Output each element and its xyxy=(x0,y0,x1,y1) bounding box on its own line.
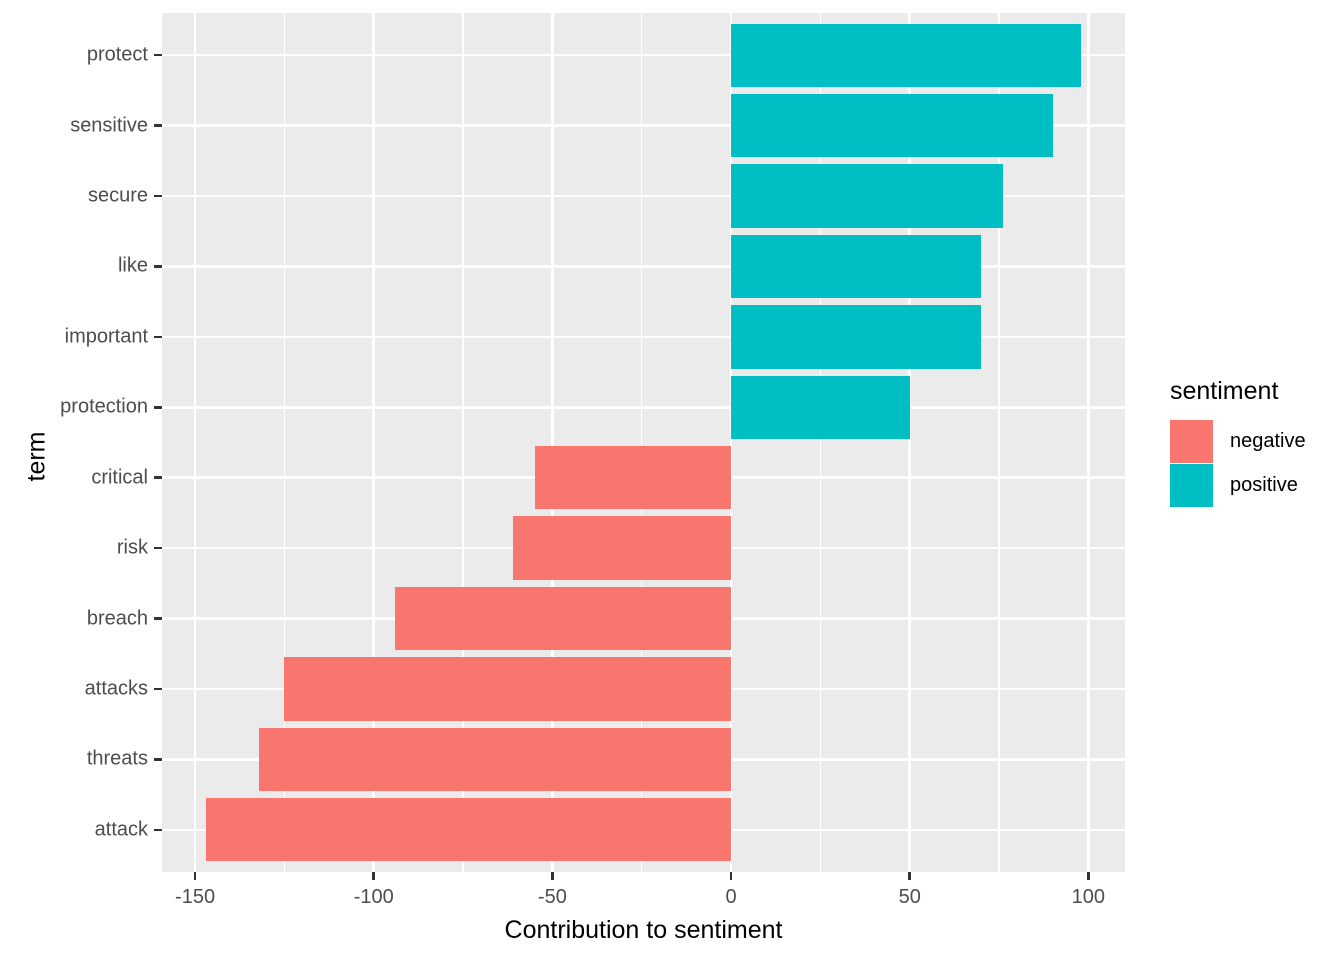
legend-swatch-negative xyxy=(1170,419,1213,463)
gridline-minor-x--25 xyxy=(641,13,643,872)
x-tick-mark-50 xyxy=(908,872,911,880)
gridline-minor-x-25 xyxy=(819,13,822,872)
bar-attack xyxy=(205,798,732,862)
y-tick-label-critical: critical xyxy=(91,466,148,489)
gridline-major-x-100 xyxy=(1087,13,1090,872)
x-tick-mark--50 xyxy=(551,872,554,880)
gridline-major-y-like xyxy=(162,265,1125,268)
legend-item-negative: negative xyxy=(1170,419,1306,463)
y-tick-mark-attacks xyxy=(154,687,162,691)
y-tick-label-like: like xyxy=(117,254,148,277)
bar-important xyxy=(731,305,982,369)
y-axis-title: term xyxy=(22,431,51,482)
y-tick-mark-important xyxy=(154,335,162,339)
legend-title: sentiment xyxy=(1170,377,1279,405)
bar-protect xyxy=(731,23,1082,87)
y-tick-label-protection: protection xyxy=(60,395,148,418)
legend-label-negative: negative xyxy=(1230,429,1306,452)
gridline-major-y-important xyxy=(162,335,1125,339)
x-tick-mark--150 xyxy=(193,872,197,880)
x-tick-label--150: -150 xyxy=(175,886,216,908)
legend-keys: negative positive xyxy=(1170,419,1306,507)
bar-sensitive xyxy=(731,93,1053,158)
y-tick-mark-critical xyxy=(154,476,162,479)
y-tick-label-protect: protect xyxy=(86,43,148,66)
legend: sentiment negative positive xyxy=(1170,377,1306,507)
gridline-major-x--50 xyxy=(551,13,554,872)
x-tick-mark-100 xyxy=(1087,872,1090,880)
x-tick-label-100: 100 xyxy=(1071,886,1106,908)
gridline-major-x-50 xyxy=(908,13,911,872)
y-tick-mark-attack xyxy=(154,828,162,831)
y-tick-label-important: important xyxy=(64,325,148,348)
y-tick-mark-threats xyxy=(154,758,162,761)
x-tick-mark--100 xyxy=(372,872,375,880)
y-tick-mark-risk xyxy=(154,546,162,550)
y-tick-label-breach: breach xyxy=(86,607,148,630)
gridline-major-y-protection xyxy=(162,406,1125,409)
x-tick-label-50: 50 xyxy=(898,886,921,908)
y-tick-label-threats: threats xyxy=(86,747,148,770)
bar-secure xyxy=(731,164,1003,228)
bar-like xyxy=(731,234,982,299)
gridline-major-y-protect xyxy=(162,53,1125,57)
bar-critical xyxy=(534,446,732,510)
x-tick-label-0: 0 xyxy=(725,886,737,908)
gridline-minor-x-75 xyxy=(998,13,1000,872)
y-tick-mark-sensitive xyxy=(154,124,162,127)
x-tick-mark-0 xyxy=(729,872,733,880)
y-tick-label-secure: secure xyxy=(87,184,148,207)
y-tick-label-attack: attack xyxy=(94,818,148,841)
bar-protection xyxy=(731,375,910,439)
gridline-major-y-sensitive xyxy=(162,124,1125,127)
x-axis-title: Contribution to sentiment xyxy=(504,916,783,944)
gridline-major-x--100 xyxy=(372,13,375,872)
gridline-major-y-secure xyxy=(162,194,1125,198)
legend-item-positive: positive xyxy=(1170,463,1306,507)
y-tick-label-attacks: attacks xyxy=(84,677,148,700)
bar-breach xyxy=(395,586,732,651)
gridline-minor-x--75 xyxy=(462,13,464,872)
legend-swatch-positive xyxy=(1170,463,1213,507)
y-tick-mark-like xyxy=(154,265,162,268)
gridline-major-x-0 xyxy=(729,13,733,872)
legend-label-positive: positive xyxy=(1230,473,1298,496)
y-tick-label-risk: risk xyxy=(116,536,148,559)
bar-risk xyxy=(513,516,732,580)
y-tick-mark-protection xyxy=(154,406,162,409)
gridline-major-x--150 xyxy=(193,13,197,872)
x-tick-label--50: -50 xyxy=(537,886,567,908)
bar-attacks xyxy=(284,657,732,721)
bar-threats xyxy=(259,727,732,792)
gridline-minor-x--125 xyxy=(283,13,286,872)
y-tick-label-sensitive: sensitive xyxy=(70,114,148,137)
y-tick-mark-secure xyxy=(154,194,162,198)
x-tick-label--100: -100 xyxy=(353,886,394,908)
y-tick-mark-protect xyxy=(154,53,162,57)
y-tick-mark-breach xyxy=(154,617,162,620)
plot-panel xyxy=(162,13,1125,872)
